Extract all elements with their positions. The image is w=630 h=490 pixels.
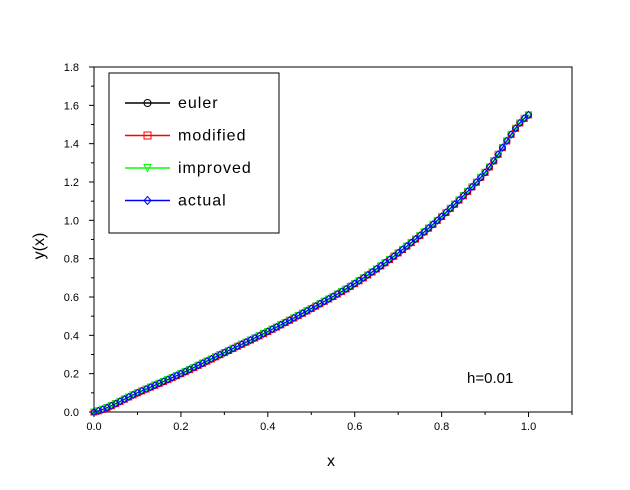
marker-diamond xyxy=(459,191,468,201)
marker-diamond xyxy=(503,136,511,146)
y-axis-title: y(x) xyxy=(31,233,48,260)
marker-diamond xyxy=(355,276,363,286)
marker-diamond xyxy=(429,220,437,229)
y-tick-label: 1.6 xyxy=(64,100,79,112)
marker-diamond xyxy=(420,227,428,237)
x-tick-label: 0.0 xyxy=(86,421,101,433)
y-axis: 0.0 0.2 0.4 0.6 0.8 1.0 1.2 1.4 1.6 1.8 xyxy=(64,62,94,419)
legend: euler modified improved actual xyxy=(108,72,280,234)
marker-diamond xyxy=(472,177,481,187)
legend-entries: euler modified improved actual xyxy=(125,95,252,210)
marker-diamond xyxy=(416,231,424,240)
x-tick-label: 0.2 xyxy=(173,421,188,433)
legend-box xyxy=(108,72,280,234)
y-tick-label: 0.8 xyxy=(64,254,79,266)
marker-diamond xyxy=(403,241,411,251)
legend-entry: actual xyxy=(125,193,227,210)
marker-diamond xyxy=(520,114,528,123)
marker-triangle xyxy=(143,164,152,173)
marker-diamond xyxy=(455,195,463,205)
y-tick-label: 0.0 xyxy=(64,407,79,419)
marker-diamond xyxy=(446,204,454,213)
legend-label: modified xyxy=(178,128,246,145)
legend-label: improved xyxy=(178,160,252,177)
series-layer xyxy=(90,110,533,417)
legend-entry: improved xyxy=(125,160,252,177)
marker-diamond xyxy=(481,168,489,177)
marker-diamond xyxy=(433,216,441,225)
marker-diamond xyxy=(390,251,398,261)
marker-diamond xyxy=(398,245,407,254)
marker-diamond xyxy=(364,270,372,280)
legend-entry: euler xyxy=(125,95,219,112)
marker-diamond xyxy=(359,273,368,283)
marker-diamond xyxy=(424,223,433,233)
marker-diamond xyxy=(368,267,376,277)
marker-diamond xyxy=(490,156,498,166)
legend-label: euler xyxy=(178,95,219,112)
marker-diamond xyxy=(377,261,385,271)
marker-square xyxy=(143,131,152,140)
y-tick-label: 0.6 xyxy=(64,292,79,304)
x-tick-label: 1.0 xyxy=(521,421,536,433)
y-tick-label: 1.2 xyxy=(64,177,79,189)
marker-diamond xyxy=(477,173,485,182)
marker-diamond xyxy=(494,150,502,159)
marker-diamond xyxy=(524,110,533,120)
marker-diamond xyxy=(468,182,476,192)
marker-diamond xyxy=(464,187,472,196)
x-axis: 0.0 0.2 0.4 0.6 0.8 1.0 xyxy=(86,412,573,433)
marker-diamond xyxy=(511,124,520,133)
y-tick-label: 1.8 xyxy=(64,62,79,74)
x-tick-label: 0.8 xyxy=(434,421,449,433)
marker-circle xyxy=(143,99,152,107)
y-tick-label: 1.0 xyxy=(64,215,79,227)
marker-diamond xyxy=(507,130,515,139)
marker-diamond xyxy=(451,199,459,209)
series-actual xyxy=(90,110,533,417)
marker-diamond xyxy=(437,212,446,221)
x-axis-title: x xyxy=(327,453,335,470)
marker-diamond xyxy=(394,248,402,258)
marker-diamond xyxy=(346,282,355,291)
marker-diamond xyxy=(407,238,415,247)
h-annotation: h=0.01 xyxy=(467,370,513,387)
x-tick-label: 0.6 xyxy=(347,421,362,433)
marker-diamond xyxy=(372,264,381,274)
y-tick-label: 0.2 xyxy=(64,369,79,381)
marker-diamond xyxy=(485,162,494,172)
marker-diamond xyxy=(143,195,152,206)
legend-label: actual xyxy=(178,193,227,210)
marker-diamond xyxy=(351,279,359,288)
y-tick-label: 0.4 xyxy=(64,330,79,342)
marker-diamond xyxy=(516,118,524,128)
x-tick-label: 0.4 xyxy=(260,421,275,433)
marker-diamond xyxy=(498,143,507,152)
y-tick-label: 1.4 xyxy=(64,139,79,151)
marker-diamond xyxy=(442,208,450,217)
marker-diamond xyxy=(411,234,420,244)
marker-diamond xyxy=(381,258,389,267)
legend-entry: modified xyxy=(125,128,246,145)
marker-diamond xyxy=(385,255,394,264)
